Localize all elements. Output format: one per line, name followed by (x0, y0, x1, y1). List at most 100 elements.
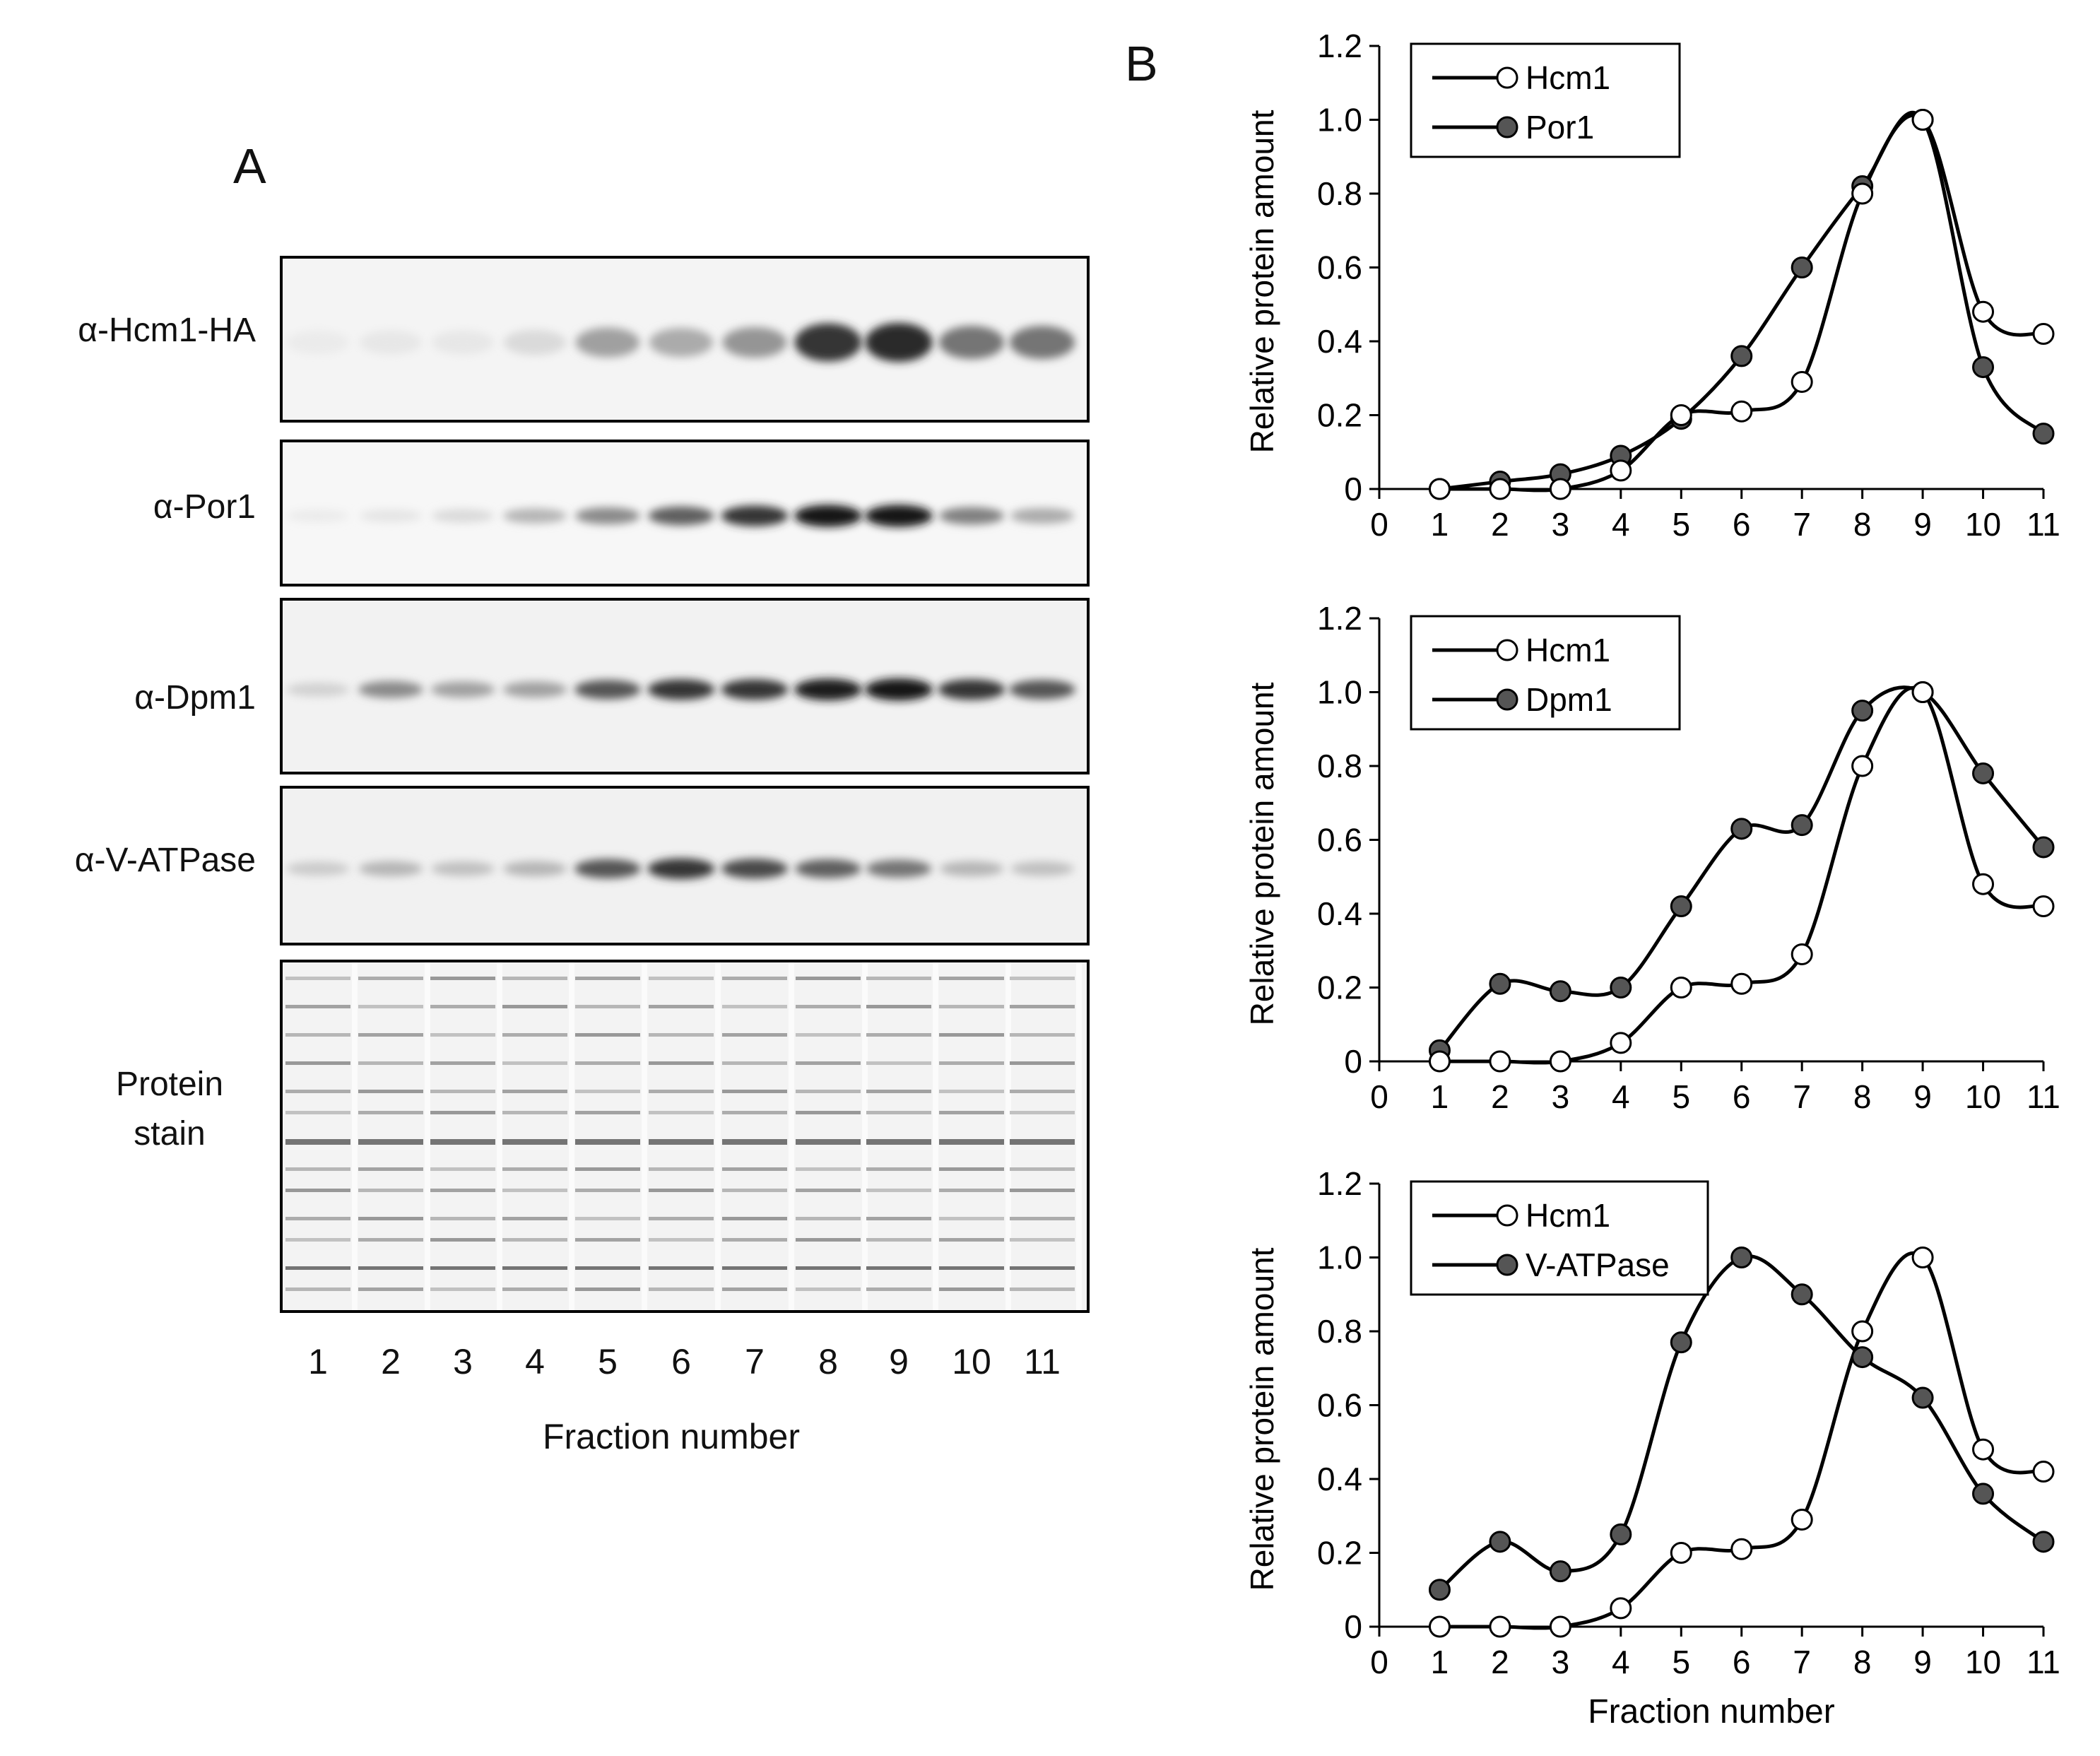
data-point-dpm1 (1972, 762, 1995, 784)
data-point-hcm1 (1791, 370, 1813, 393)
stain-band (796, 1090, 861, 1093)
y-axis-label: Relative protein amount (1244, 110, 1280, 453)
blot-label-por1: α-Por1 (153, 488, 256, 526)
blot-band (287, 330, 349, 355)
y-tick-label: 0.4 (1317, 1461, 1362, 1497)
panel-b-letter: B (1125, 36, 1158, 91)
blot-por1 (280, 440, 1090, 587)
lane-number: 5 (598, 1342, 618, 1381)
blot-band (503, 329, 567, 355)
stain-band (575, 1238, 640, 1242)
chart-hcm1-por1: 0 0.2 0.4 0.6 0.8 1.0 1.2 0 1 2 3 4 5 6 7 8 9 10 11 Relativ… (1244, 28, 2060, 543)
data-point-hcm1 (1730, 400, 1753, 423)
stain-band (796, 1061, 861, 1065)
stain-band (939, 1111, 1004, 1114)
blot-band (286, 861, 350, 876)
y-tick-label: 1.2 (1317, 28, 1362, 64)
y-tick-label: 0 (1344, 1608, 1362, 1645)
chart-hcm1-dpm1: 0 0.2 0.4 0.6 0.8 1.0 1.2 0 1 2 3 4 5 6 7 8 9 10 11 Relativ… (1244, 600, 2060, 1115)
series-line-dpm1 (1438, 685, 2045, 1052)
data-point-hcm1 (1489, 478, 1511, 500)
blot-band (359, 861, 423, 877)
data-point-hcm1 (1972, 300, 1995, 323)
stain-band (575, 1167, 640, 1171)
stain-band (796, 1217, 861, 1220)
stain-band (649, 1033, 714, 1037)
blot-band (721, 505, 789, 526)
blot-band (287, 509, 349, 523)
data-point-v-atpase (1428, 1579, 1451, 1601)
y-tick-label: 0.8 (1317, 748, 1362, 784)
x-tick-label: 5 (1672, 1078, 1690, 1115)
data-point-v-atpase (1489, 1531, 1511, 1553)
blot-band (359, 509, 423, 523)
lane-number: 10 (952, 1342, 991, 1381)
data-point-hcm1 (1791, 1508, 1813, 1531)
stain-band (358, 1090, 423, 1093)
legend-marker (1496, 688, 1518, 711)
blot-band (503, 508, 567, 524)
stain-band (575, 977, 640, 980)
stain-band (1010, 1189, 1075, 1192)
legend-box (1410, 615, 1681, 731)
data-point-hcm1 (1911, 109, 1934, 131)
stain-band (502, 1061, 567, 1065)
y-tick-label: 1.0 (1317, 102, 1362, 139)
stain-band (866, 1266, 931, 1270)
stain-band (722, 1139, 787, 1145)
blot-label-dpm1: α-Dpm1 (134, 679, 256, 717)
stain-band (796, 1005, 861, 1008)
stain-band (502, 1005, 567, 1008)
lane-number: 4 (525, 1342, 545, 1381)
stain-band (285, 1287, 350, 1291)
x-tick-label: 8 (1853, 1078, 1872, 1115)
y-tick-label: 0.2 (1317, 970, 1362, 1006)
data-point-dpm1 (1670, 895, 1692, 918)
data-point-v-atpase (1730, 1247, 1753, 1268)
x-tick-label: 4 (1612, 1078, 1630, 1115)
blot-label-v-atpase: α-V-ATPase (74, 842, 256, 879)
blot-label-hcm1-ha: α-Hcm1-HA (78, 312, 256, 349)
y-tick-label: 0.8 (1317, 1313, 1362, 1350)
data-point-hcm1 (1428, 478, 1451, 500)
data-point-dpm1 (1549, 980, 1571, 1003)
data-point-hcm1 (1549, 1615, 1571, 1638)
blot-dpm1 (280, 598, 1090, 774)
stain-band (575, 1005, 640, 1008)
blot-band (865, 505, 933, 527)
blot-band (431, 861, 495, 876)
stain-band (939, 1090, 1004, 1093)
stain-band (866, 977, 931, 980)
stain-band (430, 1167, 495, 1171)
blot-band (866, 859, 932, 878)
series-line-hcm1 (1439, 685, 2044, 1065)
blot-band (431, 509, 495, 523)
blot-band (794, 323, 862, 362)
stain-band (866, 1139, 931, 1145)
series-line-hcm1 (1439, 1251, 2044, 1630)
lane-number: 1 (308, 1342, 328, 1381)
legend-marker (1496, 1204, 1518, 1227)
stain-band (1010, 1266, 1075, 1270)
y-axis-label: Relative protein amount (1244, 1247, 1280, 1591)
blot-hcm1-ha (280, 256, 1090, 423)
stain-band (866, 1189, 931, 1192)
protein-stain-label-line2: stain (134, 1115, 206, 1153)
data-point-hcm1 (1851, 1320, 1874, 1343)
blot-protein-stain (280, 960, 1090, 1313)
data-point-hcm1 (2032, 323, 2055, 346)
data-point-hcm1 (1911, 681, 1934, 703)
stain-band (866, 1238, 931, 1242)
stain-band (939, 1266, 1004, 1270)
blot-band (940, 861, 1003, 877)
blot-band (721, 679, 789, 700)
stain-band (722, 1189, 787, 1192)
x-axis-label: Fraction number (1588, 1693, 1834, 1731)
legend-box (1410, 1180, 1709, 1296)
stain-band (430, 1005, 495, 1008)
blot-band (574, 859, 641, 879)
x-tick-label: 1 (1431, 506, 1449, 543)
stain-band (358, 1111, 423, 1114)
legend-marker (1496, 66, 1518, 89)
lane-gap (425, 962, 430, 1310)
